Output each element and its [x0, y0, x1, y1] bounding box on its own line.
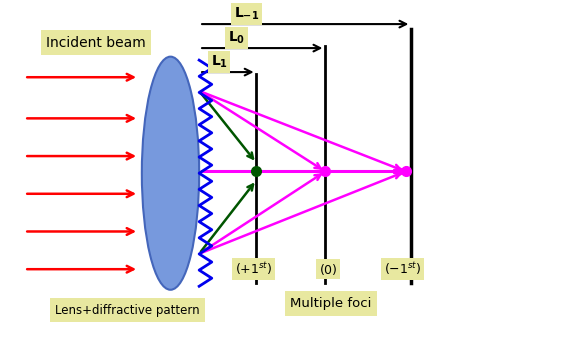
Text: $\mathbf{L_0}$: $\mathbf{L_0}$: [228, 30, 245, 46]
Ellipse shape: [142, 57, 199, 290]
Text: Incident beam: Incident beam: [46, 36, 146, 50]
Text: Lens+diffractive pattern: Lens+diffractive pattern: [55, 304, 200, 317]
Text: $\mathbf{L_{-1}}$: $\mathbf{L_{-1}}$: [233, 6, 259, 22]
Text: $(-1^{st})$: $(-1^{st})$: [384, 261, 422, 277]
Text: $\mathbf{L_1}$: $\mathbf{L_1}$: [211, 54, 228, 70]
Text: $(+1^{st})$: $(+1^{st})$: [235, 261, 272, 277]
Text: $(0)$: $(0)$: [319, 262, 338, 277]
Text: Multiple foci: Multiple foci: [290, 297, 372, 310]
